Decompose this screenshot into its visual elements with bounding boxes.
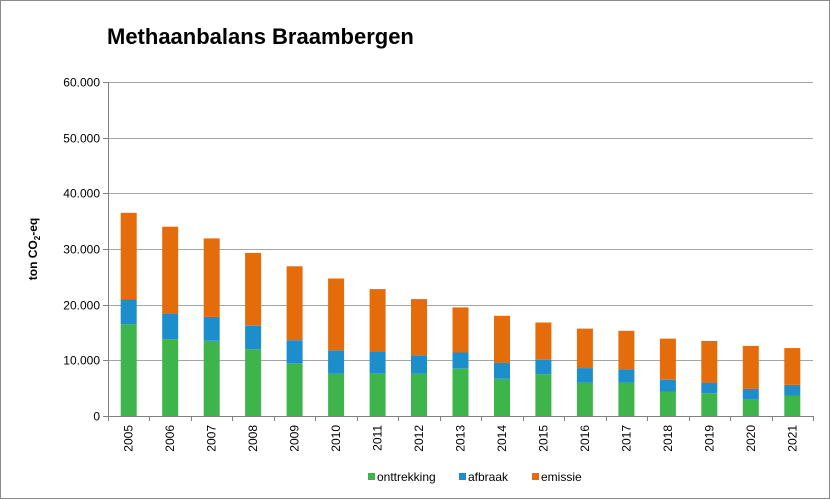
bar-onttrekking-2021: [784, 396, 801, 416]
y-tick-label: 60.000: [63, 76, 100, 90]
bar-afbraak-2009: [286, 340, 303, 364]
bar-onttrekking-2015: [535, 374, 552, 417]
bar-afbraak-2018: [659, 379, 676, 392]
bar-onttrekking-2009: [286, 363, 303, 416]
bar-onttrekking-2008: [245, 349, 262, 416]
bar-onttrekking-2010: [328, 373, 345, 416]
y-axis-label-sub: 2: [33, 235, 42, 240]
bar-onttrekking-2005: [120, 324, 137, 416]
bar-emissie-2018: [659, 338, 676, 380]
x-tick-label: 2019: [702, 425, 716, 452]
bar-onttrekking-2016: [576, 382, 593, 416]
y-axis-label: ton CO2-eq: [26, 218, 42, 280]
x-tick-label: 2014: [495, 425, 509, 452]
bar-afbraak-2021: [784, 384, 801, 396]
legend-swatch-afbraak: [459, 473, 466, 480]
x-tick-label: 2015: [536, 425, 550, 452]
legend-swatch-onttrekking: [368, 473, 375, 480]
y-axis-label-main: ton CO: [26, 240, 40, 280]
bar-emissie-2010: [328, 278, 345, 351]
bar-emissie-2016: [576, 328, 593, 369]
bar-emissie-2012: [411, 299, 427, 356]
bar-afbraak-2019: [701, 382, 718, 394]
y-tick-label: 50.000: [63, 132, 100, 146]
bar-emissie-2008: [245, 252, 262, 326]
y-tick-label: 20.000: [63, 299, 100, 313]
bar-onttrekking-2011: [369, 373, 386, 416]
bar-emissie-2009: [286, 266, 303, 341]
bar-afbraak-2007: [203, 316, 220, 341]
bar-onttrekking-2020: [742, 399, 759, 416]
bar-onttrekking-2019: [701, 393, 718, 416]
legend-label-onttrekking: onttrekking: [377, 470, 436, 484]
legend-label-afbraak: afbraak: [468, 470, 509, 484]
bar-onttrekking-2018: [659, 391, 676, 416]
x-tick-label: 2021: [785, 425, 799, 452]
legend-swatch-emissie: [532, 473, 539, 480]
bar-emissie-2011: [369, 289, 386, 352]
x-tick-label: 2010: [329, 425, 343, 452]
bar-afbraak-2008: [245, 325, 262, 350]
x-tick-label: 2007: [205, 425, 219, 452]
x-tick-label: 2008: [246, 425, 260, 452]
x-tick-label: 2016: [578, 425, 592, 452]
x-tick-label: 2006: [163, 425, 177, 452]
x-tick-label: 2005: [122, 425, 136, 452]
x-tick-label: 2009: [288, 425, 302, 452]
chart-title: Methaanbalans Braambergen: [107, 24, 414, 49]
bar-afbraak-2006: [162, 313, 179, 340]
legend: onttrekking afbraak emissie: [368, 470, 582, 484]
x-tick-label: 2012: [412, 425, 426, 452]
x-tick-label: 2011: [371, 425, 385, 451]
legend-label-emissie: emissie: [541, 470, 582, 484]
bar-emissie-2021: [784, 348, 801, 385]
x-tick-label: 2017: [619, 425, 633, 452]
y-tick-label: 30.000: [63, 243, 100, 257]
bar-emissie-2006: [162, 226, 179, 314]
bar-afbraak-2011: [369, 352, 386, 374]
bar-afbraak-2020: [742, 388, 759, 400]
bar-onttrekking-2014: [494, 378, 510, 416]
bars: [120, 212, 801, 417]
bar-emissie-2017: [618, 330, 635, 370]
x-tick-label: 2013: [454, 425, 468, 452]
bar-afbraak-2012: [411, 355, 427, 374]
bar-onttrekking-2013: [452, 368, 469, 416]
bar-onttrekking-2007: [203, 340, 220, 416]
y-tick-label: 0: [93, 410, 100, 424]
bar-emissie-2014: [494, 315, 510, 363]
y-axis-label-suffix: -eq: [26, 218, 40, 236]
bar-onttrekking-2006: [162, 339, 179, 416]
bar-afbraak-2005: [120, 299, 137, 325]
bar-afbraak-2015: [535, 359, 552, 375]
bar-afbraak-2013: [452, 352, 469, 369]
x-tick-label: 2020: [744, 425, 758, 452]
gridlines: [108, 82, 813, 361]
x-tick-label: 2018: [661, 425, 675, 452]
bar-emissie-2013: [452, 307, 469, 353]
bar-afbraak-2016: [576, 368, 593, 383]
bar-onttrekking-2012: [411, 373, 427, 416]
bar-emissie-2007: [203, 238, 220, 317]
bar-onttrekking-2017: [618, 382, 635, 416]
bar-afbraak-2014: [494, 362, 510, 379]
axes: 0 10.000 20.000 30.000 40.000 50.000 60.000 200…: [63, 76, 814, 452]
bar-emissie-2019: [701, 340, 718, 383]
bar-emissie-2015: [535, 322, 552, 360]
y-tick-label: 10.000: [63, 354, 100, 368]
bar-afbraak-2010: [328, 350, 345, 374]
bar-emissie-2020: [742, 345, 759, 389]
y-tick-label: 40.000: [63, 187, 100, 201]
bar-emissie-2005: [120, 212, 137, 300]
bar-afbraak-2017: [618, 369, 635, 383]
